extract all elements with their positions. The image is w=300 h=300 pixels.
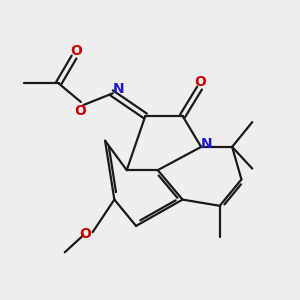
Text: O: O bbox=[70, 44, 83, 58]
Text: N: N bbox=[113, 82, 125, 96]
Text: O: O bbox=[79, 227, 91, 241]
Text: O: O bbox=[74, 103, 86, 118]
Text: O: O bbox=[195, 75, 206, 89]
Text: N: N bbox=[201, 137, 212, 152]
